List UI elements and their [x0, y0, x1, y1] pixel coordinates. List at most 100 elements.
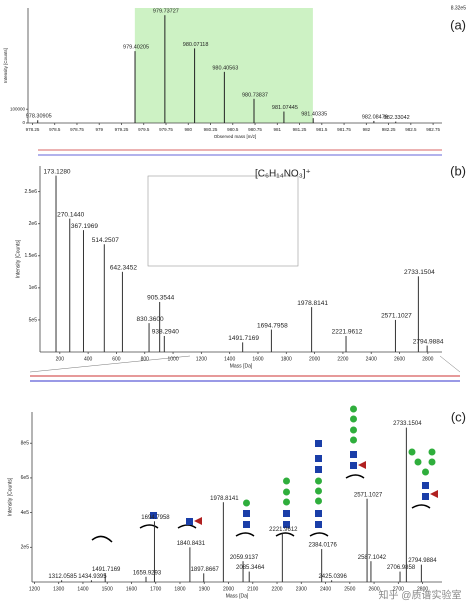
y-tick-label: 4e5 [21, 510, 30, 516]
x-tick-label: 1400 [224, 356, 235, 362]
y-tick-label: 2.5e6 [24, 189, 37, 195]
watermark: 知乎 @质谱实验室 [379, 589, 462, 602]
panel-label: (c) [451, 409, 466, 424]
x-tick-label: 2400 [366, 356, 377, 362]
x-tick-label: 600 [112, 356, 121, 362]
peak-label: 2733.1504 [393, 421, 422, 427]
x-axis-label: Observed mass [m/z] [214, 134, 257, 139]
panel-label: (a) [450, 17, 466, 32]
x-tick-label: 2800 [422, 356, 433, 362]
x-tick-label: 1200 [29, 586, 40, 592]
peak-label: 1694.7958 [141, 515, 170, 521]
x-tick-label: 982.5 [405, 127, 417, 132]
x-tick-label: 800 [141, 356, 150, 362]
peak-label: 2571.1027 [381, 313, 412, 320]
peak-label: 1897.8667 [191, 567, 220, 573]
peak-label: 1491.7169 [228, 335, 259, 342]
peak-label: 980.73837 [242, 92, 268, 98]
x-tick-label: 2800 [417, 586, 428, 592]
peak-label: 1312.0585 [48, 574, 77, 580]
peak-label: 979.40205 [123, 45, 149, 51]
y-tick-label: 8e5 [21, 441, 30, 447]
x-tick-label: 2200 [337, 356, 348, 362]
x-tick-label: 400 [84, 356, 93, 362]
x-tick-label: 979 [95, 127, 103, 132]
peak-label: 980.40563 [212, 65, 238, 71]
x-tick-label: 1800 [174, 586, 185, 592]
peak-label: 979.73727 [153, 9, 179, 15]
x-tick-label: 1200 [196, 356, 207, 362]
peak-label: 2085.3464 [236, 565, 265, 571]
x-tick-label: 979.5 [138, 127, 150, 132]
y-tick-label: 1.5e6 [24, 253, 37, 259]
peak-label: 173.1280 [43, 168, 70, 175]
x-tick-label: 200 [56, 356, 65, 362]
peak-label: 367.1969 [71, 223, 98, 230]
x-tick-label: 2300 [296, 586, 307, 592]
peak-label: 982.08476 [362, 114, 388, 120]
x-tick-label: 979.75 [159, 127, 173, 132]
peak-label: 1491.7169 [92, 567, 121, 573]
x-tick-label: 981.5 [316, 127, 328, 132]
peak-label: 2794.9884 [408, 558, 437, 564]
peak-label: 981.07445 [272, 105, 298, 111]
y-tick-label: 1e6 [29, 285, 38, 291]
x-tick-label: 2600 [369, 586, 380, 592]
x-tick-label: 982.25 [382, 127, 396, 132]
peak-label: 1978.8141 [210, 496, 239, 502]
x-tick-label: 980 [185, 127, 193, 132]
x-tick-label: 1600 [252, 356, 263, 362]
peak-label: 981.40335 [301, 112, 327, 118]
x-axis-label: Mass [Da] [230, 363, 253, 369]
peak-label: 982.33042 [384, 115, 410, 121]
peak-label: 2221.9612 [332, 329, 363, 336]
peak-label: 1840.8431 [177, 541, 206, 547]
x-tick-label: 979.25 [115, 127, 129, 132]
x-tick-label: 980.75 [248, 127, 262, 132]
y-tick-label: 5e5 [29, 317, 38, 323]
x-tick-label: 2400 [320, 586, 331, 592]
peak-label: 514.2507 [92, 237, 119, 244]
x-tick-label: 978.25 [26, 127, 40, 132]
x-tick-label: 1600 [126, 586, 137, 592]
x-tick-label: 981 [274, 127, 282, 132]
zoom-guide [439, 355, 461, 373]
x-tick-label: 1500 [102, 586, 113, 592]
peak-label: 2733.1504 [404, 269, 435, 276]
x-tick-label: 1400 [77, 586, 88, 592]
peak-label: 2221.9612 [269, 527, 298, 533]
x-tick-label: 2700 [393, 586, 404, 592]
peak-label: 642.3452 [110, 265, 137, 272]
peak-label: 1978.8141 [297, 300, 328, 307]
zoom-guide [29, 355, 191, 373]
x-tick-label: 2600 [394, 356, 405, 362]
y-tick-label: 2e5 [21, 545, 30, 551]
x-tick-label: 1900 [199, 586, 210, 592]
scale-label: 8.32e5 [451, 5, 467, 11]
x-tick-label: 1800 [281, 356, 292, 362]
peak-label: 978.30905 [26, 114, 52, 120]
x-tick-label: 978.5 [49, 127, 61, 132]
x-tick-label: 2500 [344, 586, 355, 592]
x-tick-label: 981.25 [293, 127, 307, 132]
peak-label: 938.2940 [152, 329, 179, 336]
x-tick-label: 1300 [53, 586, 64, 592]
peak-label: 2384.0176 [308, 543, 337, 549]
x-tick-label: 2000 [309, 356, 320, 362]
x-tick-label: 980.25 [204, 127, 218, 132]
y-tick-label: 6e5 [21, 475, 30, 481]
x-tick-label: 2100 [247, 586, 258, 592]
x-axis-label: Mass [Da] [226, 593, 249, 599]
inset-frame [147, 175, 299, 267]
peak-label: 270.1440 [57, 211, 84, 218]
y-axis-label: Intensity [Counts] [15, 239, 21, 278]
y-tick-label: 0 [22, 120, 25, 125]
x-tick-label: 2000 [223, 586, 234, 592]
x-tick-label: 1000 [167, 356, 178, 362]
peak-label: 905.3544 [147, 295, 174, 302]
x-tick-label: 981.75 [337, 127, 351, 132]
panel-label: (b) [450, 163, 466, 178]
glycan-icons [91, 405, 438, 543]
